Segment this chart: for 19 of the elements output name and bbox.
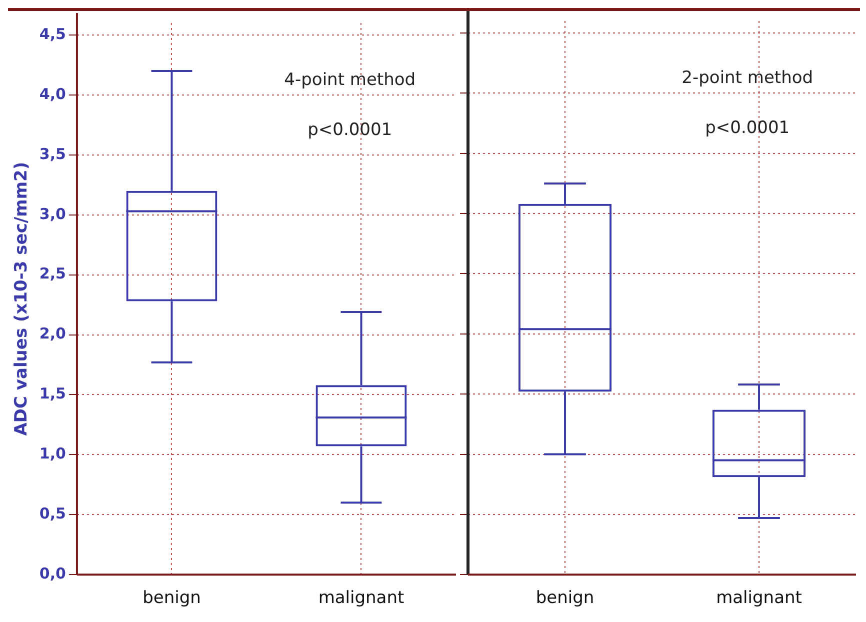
annotation: p<0.0001 bbox=[705, 118, 790, 138]
y-tick-label: 3,5 bbox=[39, 144, 66, 163]
y-tick-label: 2,0 bbox=[39, 324, 66, 343]
y-tick-label: 4,0 bbox=[39, 84, 66, 103]
y-tick-label: 0,0 bbox=[39, 564, 66, 582]
x-tick-label: malignant bbox=[318, 588, 404, 608]
y-tick-label: 0,5 bbox=[39, 504, 66, 523]
y-axis-title: ADC values (x10-3 sec/mm2) bbox=[12, 162, 32, 436]
y-tick-label: 1,5 bbox=[39, 384, 66, 403]
x-tick-label: benign bbox=[142, 588, 201, 608]
x-tick-label: benign bbox=[536, 588, 594, 608]
y-tick-label: 2,5 bbox=[39, 264, 66, 283]
annotation: 4-point method bbox=[284, 70, 416, 90]
annotation: 2-point method bbox=[682, 68, 814, 88]
x-tick-label: malignant bbox=[716, 588, 802, 608]
y-tick-label: 4,5 bbox=[39, 24, 66, 43]
annotation: p<0.0001 bbox=[308, 120, 392, 140]
y-tick-label: 1,0 bbox=[39, 444, 66, 463]
y-tick-label: 3,0 bbox=[39, 204, 66, 223]
